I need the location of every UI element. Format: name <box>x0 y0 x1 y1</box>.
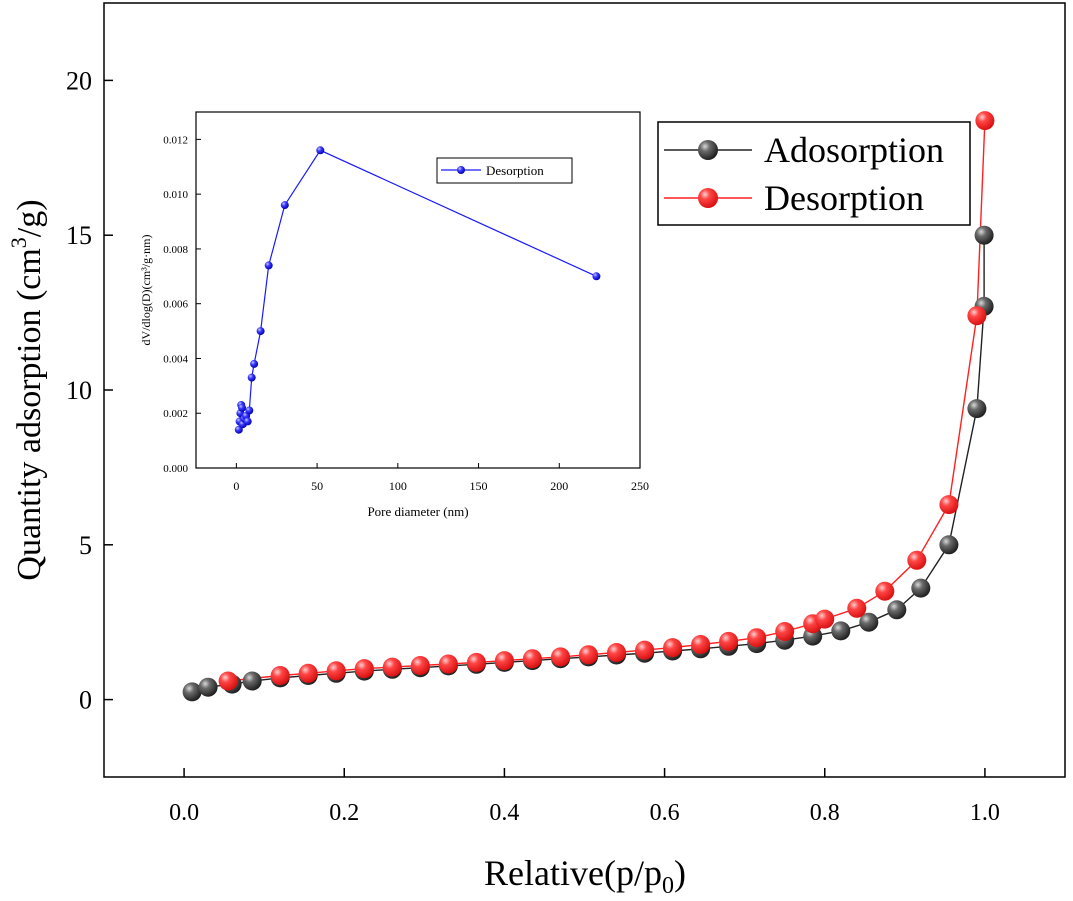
main-legend-box <box>657 121 971 226</box>
main-x-tick-label: 0.2 <box>329 800 359 826</box>
main-x-tick-label: 0.8 <box>810 800 840 826</box>
data-point-adsorption <box>859 612 879 632</box>
legend-label-desorption: Desorption <box>764 178 924 218</box>
main-y-axis-label-main: Quantity adsorption (cm <box>11 248 48 580</box>
data-point-desorption <box>939 495 959 515</box>
inset-axes: 0 50 100 150 200 250 0.000 0.002 0.004 0.006 0.008… <box>163 134 649 493</box>
data-point-adsorption <box>831 621 851 641</box>
inset-y-axis-label: dV/dlog(D)(cm³/g·nm) <box>139 235 153 346</box>
main-x-axis-label-main: Relative(p/p <box>484 853 662 893</box>
main-y-tick-label: 5 <box>79 531 92 560</box>
data-point-desorption <box>579 645 598 665</box>
data-point-adsorption <box>182 682 202 702</box>
inset-data-point <box>592 272 601 281</box>
inset-y-tick-label: 0.010 <box>163 189 188 201</box>
inset-x-tick-label: 150 <box>470 479 488 493</box>
inset-x-axis-label: Pore diameter (nm) <box>367 504 468 519</box>
main-series <box>182 111 995 702</box>
inset-y-tick-label: 0.008 <box>163 244 188 256</box>
main-x-axis-label-end: ) <box>674 853 686 893</box>
main-y-axis-label-end: /g) <box>11 199 48 237</box>
inset-data-point <box>264 261 273 270</box>
data-point-desorption <box>907 550 927 570</box>
data-point-desorption <box>967 306 987 326</box>
inset-x-tick-label: 200 <box>550 479 568 493</box>
main-x-tick-label: 0.4 <box>489 800 519 826</box>
main-y-axis-label-sup: 3 <box>6 237 31 248</box>
data-point-desorption <box>298 663 318 683</box>
data-point-desorption <box>975 111 995 131</box>
inset-data-point <box>316 146 325 155</box>
inset-data-point <box>250 359 259 368</box>
inset-x-tick-label: 50 <box>311 479 323 493</box>
data-point-adsorption <box>242 671 262 691</box>
main-axes: 0.0 0.2 0.4 0.6 0.8 1.0 0 5 10 15 20 <box>66 66 1000 826</box>
inset-data-point <box>247 373 256 382</box>
inset-legend-label: Desorption <box>486 163 544 178</box>
data-point-desorption <box>410 656 430 675</box>
data-point-desorption <box>218 671 238 691</box>
main-x-tick-label: 0.0 <box>169 800 199 826</box>
legend-marker-adsorption <box>698 140 718 160</box>
data-point-desorption <box>663 638 683 658</box>
inset-data-point <box>243 417 252 426</box>
inset-x-tick-label: 100 <box>389 479 407 493</box>
main-y-tick-label: 15 <box>66 221 92 250</box>
data-point-desorption <box>607 643 626 662</box>
data-point-desorption <box>354 659 374 679</box>
data-point-desorption <box>466 652 486 672</box>
data-point-desorption <box>551 647 570 667</box>
inset-plot-frame <box>195 111 641 469</box>
main-y-tick-label: 0 <box>79 686 92 715</box>
data-point-adsorption <box>939 535 959 555</box>
inset-y-tick-label: 0.006 <box>163 299 188 311</box>
legend-label-adsorption: Adosorption <box>764 130 944 170</box>
inset-legend: Desorption <box>436 157 573 184</box>
inset-y-tick-label: 0.004 <box>163 353 188 365</box>
inset-x-tick-label: 0 <box>233 479 239 493</box>
data-point-desorption <box>775 622 795 641</box>
main-x-tick-label: 1.0 <box>970 800 1000 826</box>
data-point-desorption <box>494 651 514 671</box>
main-x-axis-label-sub: 0 <box>662 873 674 896</box>
inset-data-point <box>238 403 246 412</box>
data-point-adsorption <box>198 677 218 697</box>
data-point-desorption <box>438 654 458 674</box>
data-point-desorption <box>270 666 290 685</box>
data-point-adsorption <box>911 578 931 598</box>
inset-data-point <box>256 327 265 336</box>
data-point-adsorption <box>967 399 987 419</box>
data-point-desorption <box>747 628 767 648</box>
data-point-adsorption <box>887 600 907 620</box>
data-point-desorption <box>719 631 739 651</box>
data-point-desorption <box>875 581 895 601</box>
inset-data-point <box>245 406 254 415</box>
inset-x-tick-label: 250 <box>631 479 649 493</box>
data-point-desorption <box>382 657 402 677</box>
data-point-desorption <box>522 649 542 669</box>
data-point-desorption <box>635 640 655 660</box>
data-point-desorption <box>691 635 711 654</box>
data-point-desorption <box>326 661 346 681</box>
inset-data-point <box>234 425 243 434</box>
inset-y-tick-label: 0.002 <box>163 408 188 420</box>
series-line-desorption <box>228 120 986 682</box>
inset-series <box>234 146 601 434</box>
legend-marker-desorption <box>698 188 718 208</box>
main-x-axis-label: Relative(p/p0) <box>484 853 686 896</box>
inset-legend-marker <box>457 166 465 174</box>
main-legend: Adosorption Desorption <box>657 121 971 226</box>
main-y-tick-label: 10 <box>66 376 92 405</box>
inset-y-tick-label: 0.012 <box>163 134 188 146</box>
inset-data-point <box>280 201 289 210</box>
main-y-axis-label: Quantity adsorption (cm3/g) <box>6 199 48 580</box>
data-point-desorption <box>815 609 835 629</box>
data-point-adsorption <box>974 225 994 245</box>
inset-y-tick-label: 0.000 <box>163 463 188 475</box>
main-y-tick-label: 20 <box>66 66 92 95</box>
main-x-tick-label: 0.6 <box>650 800 680 826</box>
data-point-desorption <box>847 598 867 618</box>
